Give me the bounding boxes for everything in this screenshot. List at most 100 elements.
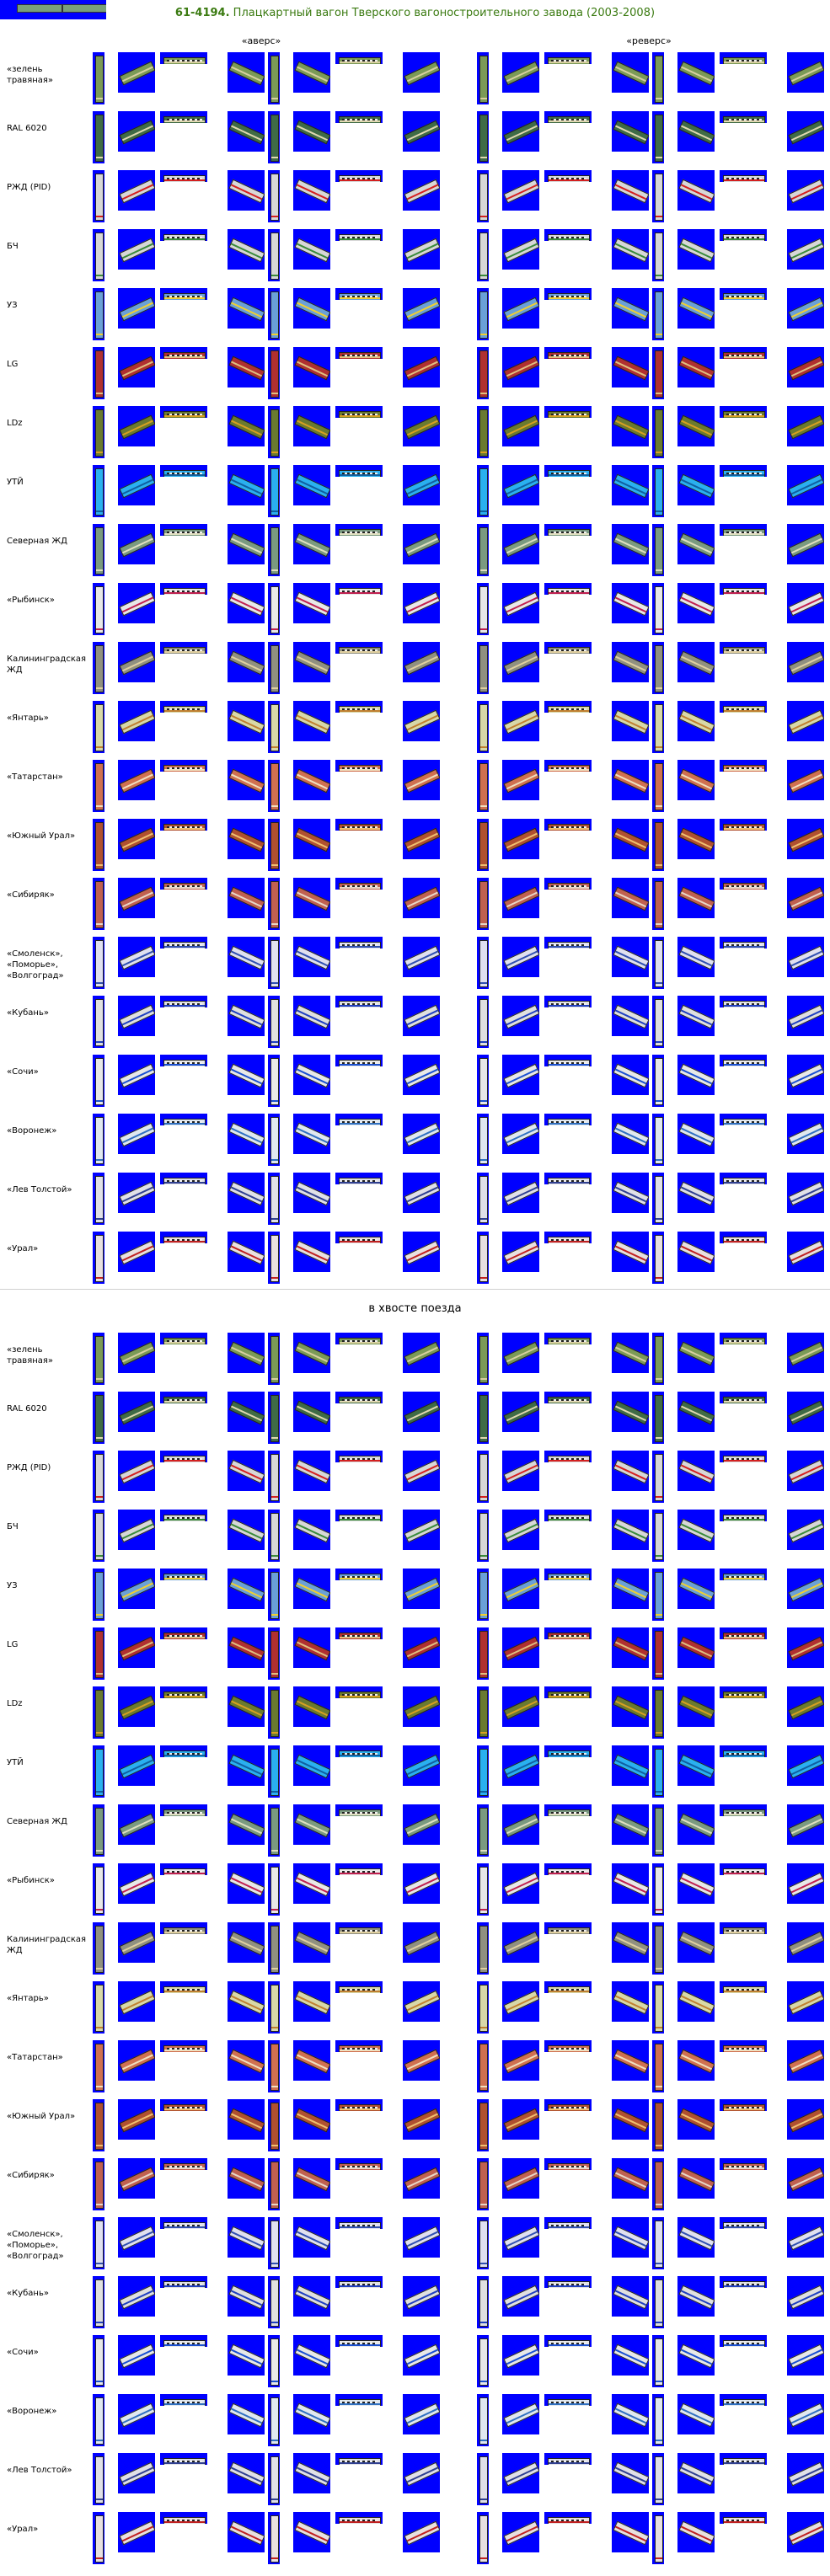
livery-thumbnail[interactable]	[677, 2512, 715, 2552]
livery-thumbnail[interactable]	[160, 2217, 207, 2229]
livery-thumbnail[interactable]	[268, 1745, 280, 1798]
livery-thumbnail[interactable]	[612, 1981, 649, 2022]
livery-thumbnail[interactable]	[787, 1863, 824, 1904]
livery-thumbnail[interactable]	[502, 1173, 539, 1213]
livery-thumbnail[interactable]	[268, 2040, 280, 2092]
livery-thumbnail[interactable]	[477, 1922, 489, 1975]
livery-thumbnail[interactable]	[293, 760, 330, 800]
livery-thumbnail[interactable]	[652, 1333, 664, 1385]
livery-thumbnail[interactable]	[612, 996, 649, 1036]
livery-thumbnail[interactable]	[293, 819, 330, 859]
livery-thumbnail[interactable]	[502, 996, 539, 1036]
livery-thumbnail[interactable]	[502, 2099, 539, 2140]
livery-thumbnail[interactable]	[403, 229, 440, 270]
livery-thumbnail[interactable]	[228, 1333, 265, 1373]
livery-thumbnail[interactable]	[268, 229, 280, 281]
livery-thumbnail[interactable]	[544, 1114, 592, 1125]
livery-thumbnail[interactable]	[502, 52, 539, 93]
livery-thumbnail[interactable]	[268, 288, 280, 340]
livery-thumbnail[interactable]	[720, 701, 767, 713]
livery-thumbnail[interactable]	[477, 1627, 489, 1680]
livery-thumbnail[interactable]	[612, 288, 649, 329]
livery-thumbnail[interactable]	[677, 406, 715, 446]
livery-thumbnail[interactable]	[787, 2276, 824, 2317]
livery-thumbnail[interactable]	[335, 996, 383, 1007]
livery-thumbnail[interactable]	[477, 465, 489, 517]
livery-thumbnail[interactable]	[652, 1114, 664, 1166]
livery-thumbnail[interactable]	[544, 2099, 592, 2111]
livery-thumbnail[interactable]	[335, 1333, 383, 1344]
livery-thumbnail[interactable]	[160, 2335, 207, 2347]
livery-thumbnail[interactable]	[652, 1804, 664, 1857]
livery-thumbnail[interactable]	[720, 1686, 767, 1698]
livery-thumbnail[interactable]	[652, 1232, 664, 1284]
livery-thumbnail[interactable]	[502, 2512, 539, 2552]
livery-thumbnail[interactable]	[268, 111, 280, 163]
livery-thumbnail[interactable]	[477, 2453, 489, 2505]
livery-thumbnail[interactable]	[677, 1392, 715, 1432]
livery-thumbnail[interactable]	[720, 406, 767, 418]
livery-thumbnail[interactable]	[293, 1922, 330, 1963]
livery-thumbnail[interactable]	[677, 701, 715, 741]
livery-thumbnail[interactable]	[293, 1804, 330, 1845]
livery-thumbnail[interactable]	[720, 1627, 767, 1639]
livery-thumbnail[interactable]	[544, 2512, 592, 2524]
livery-thumbnail[interactable]	[787, 347, 824, 387]
livery-thumbnail[interactable]	[787, 701, 824, 741]
livery-thumbnail[interactable]	[93, 2335, 104, 2387]
livery-thumbnail[interactable]	[268, 170, 280, 222]
livery-thumbnail[interactable]	[293, 406, 330, 446]
livery-thumbnail[interactable]	[160, 1055, 207, 1066]
livery-thumbnail[interactable]	[502, 878, 539, 918]
livery-thumbnail[interactable]	[720, 1510, 767, 1521]
livery-thumbnail[interactable]	[335, 1055, 383, 1066]
livery-thumbnail[interactable]	[160, 878, 207, 890]
livery-thumbnail[interactable]	[477, 701, 489, 753]
livery-thumbnail[interactable]	[477, 2276, 489, 2328]
livery-thumbnail[interactable]	[502, 2040, 539, 2081]
livery-thumbnail[interactable]	[652, 2512, 664, 2564]
livery-thumbnail[interactable]	[502, 701, 539, 741]
livery-thumbnail[interactable]	[652, 1745, 664, 1798]
livery-thumbnail[interactable]	[403, 170, 440, 211]
livery-thumbnail[interactable]	[502, 1686, 539, 1727]
livery-thumbnail[interactable]	[403, 878, 440, 918]
livery-thumbnail[interactable]	[293, 996, 330, 1036]
livery-thumbnail[interactable]	[268, 1863, 280, 1916]
livery-thumbnail[interactable]	[118, 229, 155, 270]
livery-thumbnail[interactable]	[612, 2217, 649, 2258]
livery-thumbnail[interactable]	[268, 996, 280, 1048]
livery-thumbnail[interactable]	[677, 1333, 715, 1373]
livery-thumbnail[interactable]	[502, 1627, 539, 1668]
livery-thumbnail[interactable]	[787, 406, 824, 446]
livery-thumbnail[interactable]	[477, 1745, 489, 1798]
livery-thumbnail[interactable]	[118, 1922, 155, 1963]
livery-thumbnail[interactable]	[293, 583, 330, 623]
livery-thumbnail[interactable]	[93, 170, 104, 222]
livery-thumbnail[interactable]	[335, 701, 383, 713]
livery-thumbnail[interactable]	[544, 1333, 592, 1344]
livery-thumbnail[interactable]	[403, 2217, 440, 2258]
livery-thumbnail[interactable]	[228, 701, 265, 741]
livery-thumbnail[interactable]	[652, 760, 664, 812]
livery-thumbnail[interactable]	[93, 1173, 104, 1225]
livery-thumbnail[interactable]	[544, 229, 592, 241]
livery-thumbnail[interactable]	[228, 111, 265, 152]
livery-thumbnail[interactable]	[293, 111, 330, 152]
livery-thumbnail[interactable]	[160, 2453, 207, 2465]
livery-thumbnail[interactable]	[228, 347, 265, 387]
livery-thumbnail[interactable]	[612, 1510, 649, 1550]
livery-thumbnail[interactable]	[612, 2276, 649, 2317]
livery-thumbnail[interactable]	[502, 288, 539, 329]
livery-thumbnail[interactable]	[544, 1981, 592, 1993]
livery-thumbnail[interactable]	[335, 1863, 383, 1875]
livery-thumbnail[interactable]	[652, 701, 664, 753]
livery-thumbnail[interactable]	[118, 465, 155, 505]
livery-thumbnail[interactable]	[544, 1804, 592, 1816]
livery-thumbnail[interactable]	[268, 1232, 280, 1284]
livery-thumbnail[interactable]	[118, 1451, 155, 1491]
livery-thumbnail[interactable]	[502, 1055, 539, 1095]
livery-thumbnail[interactable]	[118, 406, 155, 446]
livery-thumbnail[interactable]	[228, 1981, 265, 2022]
livery-thumbnail[interactable]	[477, 524, 489, 576]
